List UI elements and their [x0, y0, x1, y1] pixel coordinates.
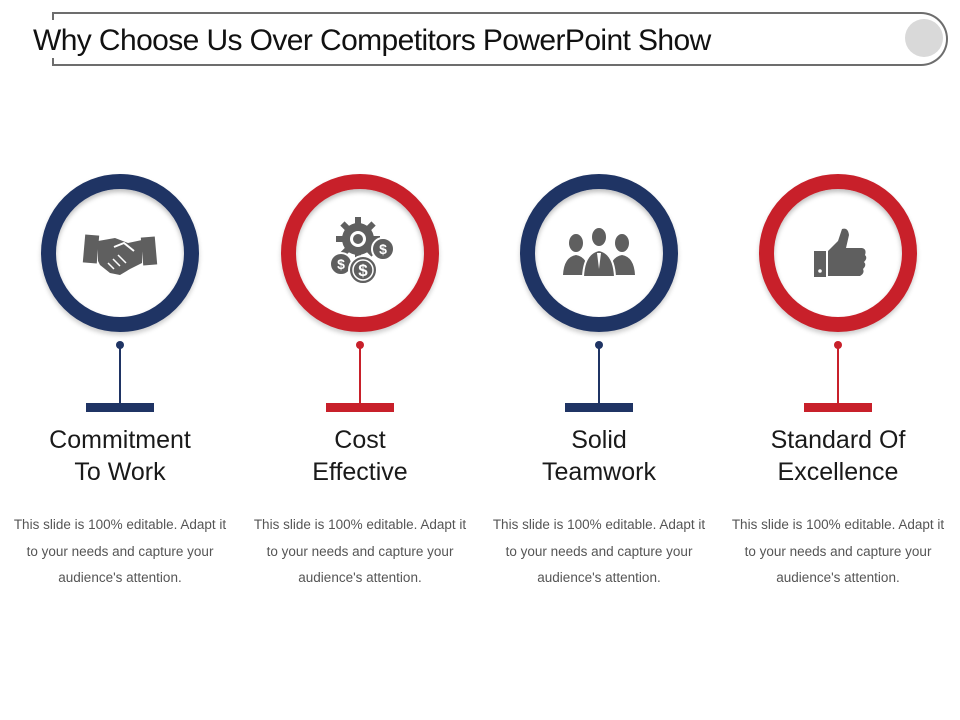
title-frame	[52, 12, 948, 66]
feature-description: This slide is 100% editable. Adapt it to…	[13, 517, 227, 585]
icon-ring	[41, 174, 199, 332]
heading-line-1: Standard Of	[770, 426, 906, 454]
heading-line-1: Commitment	[49, 426, 191, 454]
heading-line-2: Effective	[312, 458, 408, 486]
connector-base	[326, 403, 394, 412]
svg-text:$: $	[337, 256, 345, 272]
svg-text:$: $	[379, 241, 387, 257]
feature-heading: Standard Of Excellence	[718, 424, 958, 488]
heading-line-1: Cost	[334, 426, 386, 454]
connector-dot	[595, 341, 603, 349]
feature-description: This slide is 100% editable. Adapt it to…	[253, 517, 467, 585]
connector-dot	[356, 341, 364, 349]
feature-description: This slide is 100% editable. Adapt it to…	[731, 517, 945, 585]
connector-dot	[116, 341, 124, 349]
connector-base	[86, 403, 154, 412]
heading-line-2: Excellence	[777, 458, 899, 486]
connector-line	[359, 347, 361, 404]
feature-description: This slide is 100% editable. Adapt it to…	[492, 517, 706, 585]
slide-title: Why Choose Us Over Competitors PowerPoin…	[33, 24, 711, 57]
icon-ring	[520, 174, 678, 332]
team-icon	[563, 226, 635, 278]
heading-line-2: To Work	[74, 458, 166, 486]
heading-line-2: Teamwork	[542, 458, 656, 486]
icon-ring: $ $ $	[281, 174, 439, 332]
heading-line-1: Solid	[571, 426, 627, 454]
title-knob-decoration	[905, 19, 943, 57]
svg-text:$: $	[358, 261, 368, 280]
icon-ring	[759, 174, 917, 332]
connector-base	[565, 403, 633, 412]
feature-heading: Solid Teamwork	[479, 424, 719, 488]
connector-line	[119, 347, 121, 404]
connector-line	[837, 347, 839, 404]
gear-dollar-icon: $ $ $	[329, 217, 395, 285]
connector-base	[804, 403, 872, 412]
connector-line	[598, 347, 600, 404]
handshake-icon	[82, 234, 158, 275]
feature-heading: Cost Effective	[240, 424, 480, 488]
feature-heading: Commitment To Work	[0, 424, 240, 488]
thumbs-up-icon	[814, 228, 867, 277]
connector-dot	[834, 341, 842, 349]
